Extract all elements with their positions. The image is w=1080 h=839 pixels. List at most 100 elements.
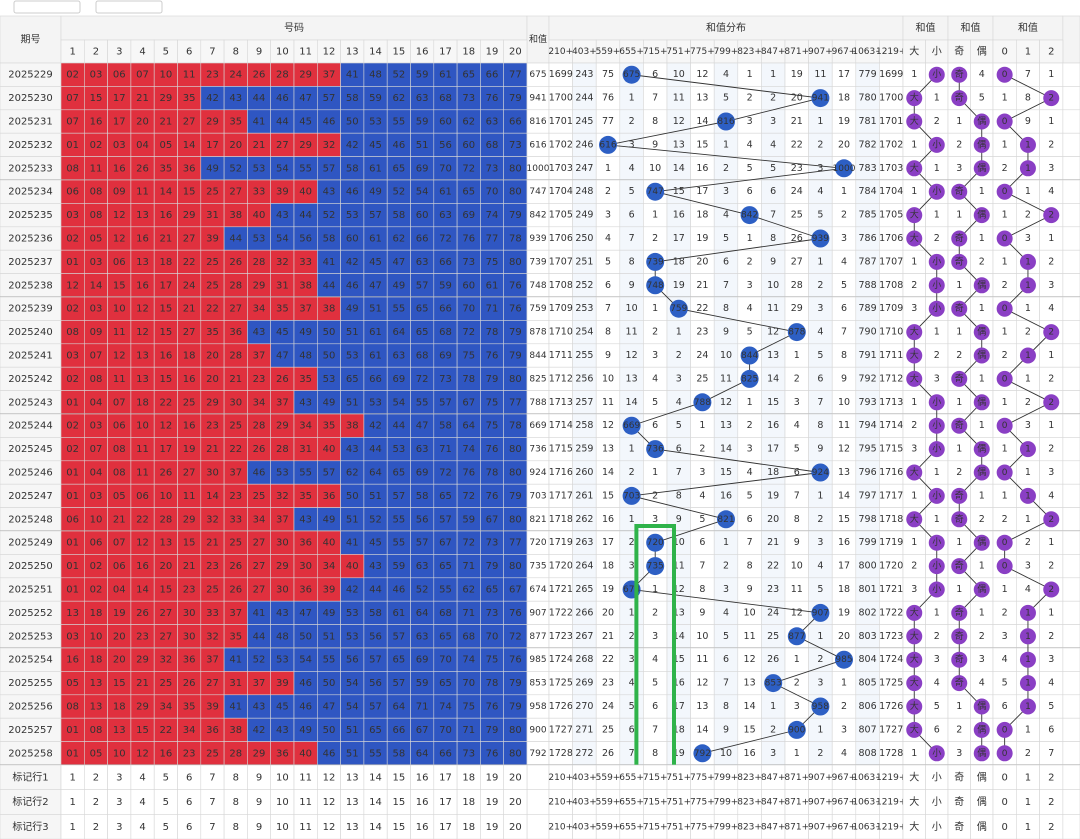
column-label: 6 — [186, 772, 192, 783]
miss-count: 1720 — [879, 561, 903, 572]
number: 21 — [159, 117, 172, 128]
miss-count: 5 — [723, 631, 729, 642]
column-label: 16 — [416, 797, 429, 808]
number: 36 — [299, 585, 312, 596]
number: 44 — [369, 444, 382, 455]
miss-count: 17 — [673, 233, 685, 244]
number: 02 — [66, 304, 79, 315]
toolbar-button[interactable] — [95, 0, 163, 14]
hit-value: 偶 — [977, 115, 986, 127]
number: 03 — [66, 210, 79, 221]
column-label: 2 — [1048, 822, 1054, 833]
number: 55 — [299, 468, 312, 479]
hit-value: 奇 — [955, 606, 964, 618]
miss-count: 1 — [934, 467, 940, 478]
number: 73 — [486, 163, 499, 174]
miss-count: 1708 — [879, 280, 903, 291]
miss-count: 1706 — [549, 233, 573, 244]
number: 61 — [439, 70, 452, 81]
miss-count: 4 — [817, 186, 823, 197]
miss-count: 6 — [817, 373, 823, 384]
number: 76 — [509, 608, 522, 619]
number: 36 — [299, 538, 312, 549]
number: 53 — [276, 655, 289, 666]
miss-count: 2 — [770, 724, 776, 735]
column-label: 19 — [486, 822, 499, 833]
sum: 616 — [529, 140, 546, 150]
number: 33 — [206, 608, 219, 619]
number: 05 — [90, 234, 103, 245]
group-cell — [1062, 62, 1080, 87]
number: 57 — [392, 491, 405, 502]
miss-count: 22 — [791, 139, 803, 150]
column-label: 10 — [276, 47, 289, 58]
column-label: 0 — [1001, 822, 1007, 833]
hit-value: 703 — [623, 491, 640, 501]
number: 75 — [486, 257, 499, 268]
miss-count: 16 — [673, 210, 685, 221]
hit-value: 大 — [910, 326, 919, 338]
miss-count: 249 — [575, 210, 593, 221]
miss-count: 2 — [817, 654, 823, 665]
miss-count: 1 — [1002, 490, 1008, 501]
number: 77 — [509, 70, 522, 81]
miss-count: 1718 — [879, 514, 903, 525]
number: 33 — [299, 257, 312, 268]
miss-count: 15 — [720, 467, 732, 478]
column-label: 20 — [509, 47, 522, 58]
miss-count: 8 — [652, 748, 658, 759]
group-cell — [1062, 343, 1080, 368]
group-cell — [1062, 109, 1080, 134]
number: 63 — [416, 257, 429, 268]
group-cell — [1062, 460, 1080, 485]
number: 20 — [229, 140, 242, 151]
period: 2025249 — [8, 538, 53, 549]
number: 68 — [439, 327, 452, 338]
number: 07 — [113, 538, 126, 549]
hit-value: 小 — [932, 748, 941, 759]
number: 29 — [206, 117, 219, 128]
miss-count: 25 — [767, 631, 779, 642]
number: 27 — [276, 140, 289, 151]
miss-count: 1 — [911, 397, 917, 408]
number: 44 — [299, 210, 312, 221]
number: 43 — [276, 210, 289, 221]
number: 66 — [416, 234, 429, 245]
miss-count: 1719 — [879, 537, 903, 548]
number: 71 — [416, 702, 429, 713]
number: 70 — [439, 725, 452, 736]
column-label: 775+ — [690, 773, 715, 783]
toolbar-button[interactable] — [13, 0, 81, 14]
miss-count: 6 — [676, 444, 682, 455]
hit-value: 0 — [1002, 187, 1008, 197]
miss-count: 6 — [652, 701, 658, 712]
miss-count: 2 — [1048, 561, 1054, 572]
number: 71 — [462, 608, 475, 619]
number: 53 — [346, 351, 359, 362]
hit-value: 0 — [1002, 117, 1008, 127]
number: 41 — [253, 608, 266, 619]
number: 63 — [416, 93, 429, 104]
number: 52 — [323, 210, 336, 221]
miss-count: 14 — [744, 701, 756, 712]
miss-count: 19 — [673, 280, 685, 291]
miss-count: 2 — [1048, 631, 1054, 642]
column-label: 18 — [462, 822, 475, 833]
column-label: 7 — [209, 822, 215, 833]
number: 76 — [486, 93, 499, 104]
number: 39 — [206, 702, 219, 713]
number: 08 — [90, 210, 103, 221]
miss-count: 8 — [605, 327, 611, 338]
column-label: 775+ — [690, 798, 715, 808]
number: 27 — [183, 468, 196, 479]
miss-count: 25 — [791, 210, 803, 221]
number: 26 — [253, 70, 266, 81]
number: 53 — [369, 397, 382, 408]
number: 80 — [509, 187, 522, 198]
miss-count: 3 — [934, 373, 940, 384]
number: 73 — [509, 140, 522, 151]
number: 22 — [229, 444, 242, 455]
miss-count: 3 — [1048, 654, 1054, 665]
miss-count: 1723 — [879, 631, 903, 642]
miss-count: 9 — [723, 724, 729, 735]
